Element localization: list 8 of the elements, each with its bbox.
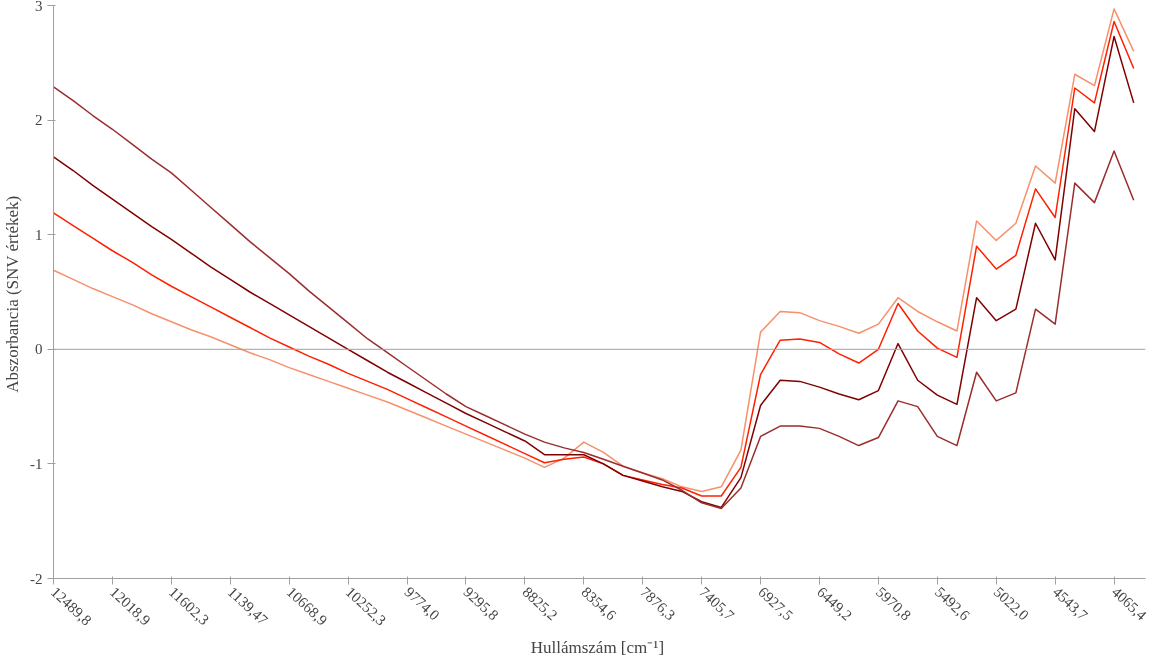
y-tick-label: 2: [35, 112, 43, 129]
y-tick-label: -1: [30, 455, 43, 472]
y-tick-label: 3: [35, 0, 43, 14]
y-tick-label: -2: [30, 570, 43, 587]
x-axis-title: Hullámszám [cm⁻¹]: [530, 638, 665, 658]
y-tick-label: 1: [35, 226, 43, 243]
y-tick-label: 0: [35, 341, 43, 358]
y-axis-title: Abszorbancia (SNV értékek): [3, 195, 22, 393]
